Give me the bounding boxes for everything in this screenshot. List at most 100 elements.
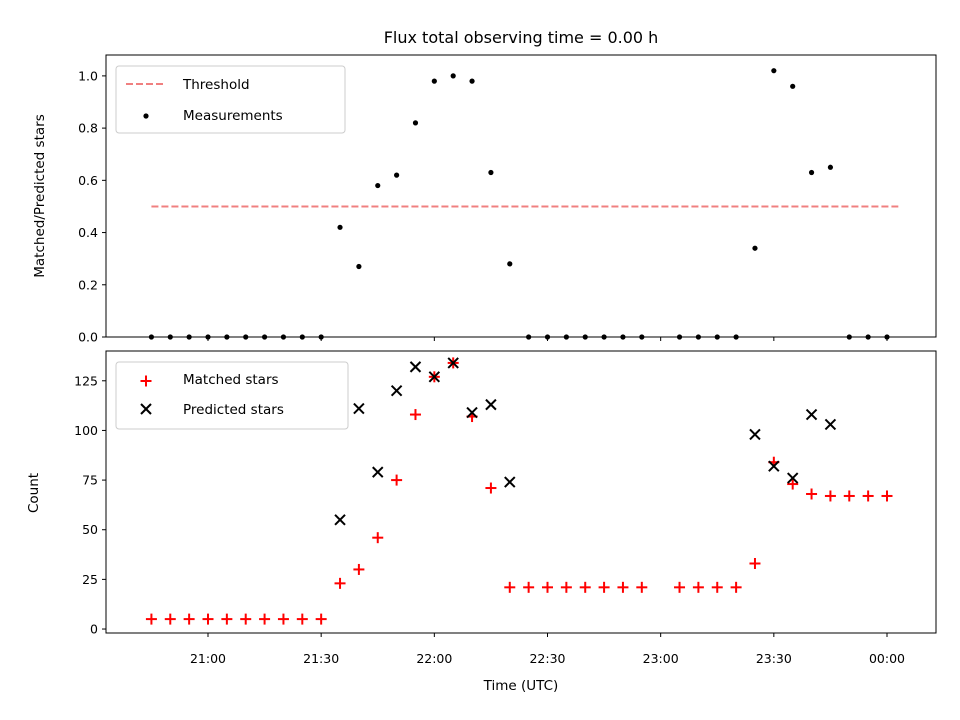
- top-y-tick-label-3: 0.6: [78, 173, 98, 188]
- bottom-y-tick-label-5: 125: [74, 373, 98, 388]
- measurement-point-18: [488, 169, 494, 176]
- matched-star-point-8: [296, 613, 308, 625]
- matched-star-point-22: [560, 581, 572, 593]
- matched-star-point-23: [579, 581, 591, 593]
- bottom-axes-frame: [105, 350, 937, 634]
- matched-star-point-10: [334, 577, 346, 589]
- predicted-star-point-9: [504, 476, 516, 488]
- top-y-tick-label-4: 0.8: [78, 121, 98, 136]
- predicted-star-point-14: [824, 418, 837, 431]
- matched-star-point-37: [862, 490, 874, 502]
- matched-star-point-29: [711, 581, 723, 593]
- bottom-y-axis-label: Count: [26, 473, 42, 513]
- measurement-point-32: [771, 68, 777, 74]
- bottom-y-tick-label-0: 0: [90, 622, 98, 637]
- legend-measurements-marker: [143, 113, 149, 119]
- predicted-star-point-0: [334, 514, 346, 526]
- bottom-y-tick-label-2: 50: [82, 522, 98, 537]
- measurement-point-35: [827, 164, 834, 170]
- matched-star-point-36: [843, 490, 855, 502]
- bottom-y-tick-label-1: 25: [82, 572, 98, 587]
- x-tick-label-1: 21:30: [303, 651, 339, 666]
- matched-star-point-19: [504, 581, 516, 593]
- matched-star-point-3: [202, 613, 214, 625]
- measurement-point-15: [431, 78, 437, 84]
- predicted-star-point-12: [786, 472, 799, 484]
- matched-star-point-6: [259, 613, 271, 625]
- measurement-point-19: [507, 261, 513, 267]
- legend-threshold-label: Threshold: [182, 77, 250, 93]
- matched-star-point-27: [674, 581, 686, 593]
- matched-star-point-26: [636, 581, 648, 593]
- top-legend-box: [115, 65, 346, 134]
- top-y-tick-label-1: 0.2: [78, 277, 98, 292]
- matched-star-point-4: [221, 613, 233, 625]
- matched-star-point-24: [598, 581, 610, 593]
- matched-star-point-18: [485, 482, 497, 494]
- matched-star-point-12: [372, 532, 384, 544]
- legend-predicted-label: Predicted stars: [183, 402, 284, 418]
- predicted-star-point-8: [485, 398, 497, 411]
- legend-measurements-label: Measurements: [183, 108, 283, 124]
- legend-matched-label: Matched stars: [183, 372, 279, 388]
- x-axis-label: Time (UTC): [483, 678, 559, 694]
- predicted-star-point-1: [353, 402, 365, 415]
- matched-star-point-33: [787, 478, 799, 490]
- matched-star-point-28: [692, 581, 704, 593]
- measurement-point-34: [808, 169, 815, 176]
- matched-star-point-14: [409, 409, 421, 421]
- bottom-y-tick-label-4: 100: [74, 423, 98, 438]
- matched-star-point-34: [806, 488, 818, 500]
- matched-star-point-0: [145, 613, 157, 625]
- matched-star-point-35: [824, 490, 836, 502]
- predicted-star-point-2: [372, 466, 384, 478]
- measurement-point-11: [356, 263, 362, 270]
- bottom-legend-box: [115, 361, 349, 430]
- bottom-y-tick-label-3: 75: [82, 473, 98, 488]
- x-tick-label-6: 00:00: [869, 651, 905, 666]
- measurement-point-10: [337, 224, 343, 230]
- x-tick-label-3: 22:30: [529, 651, 565, 666]
- measurement-point-13: [394, 172, 400, 178]
- matched-star-point-30: [730, 581, 742, 593]
- top-y-tick-label-2: 0.4: [78, 225, 98, 240]
- chart-title: Flux total observing time = 0.00 h: [384, 28, 659, 47]
- predicted-star-point-11: [768, 460, 780, 472]
- measurement-point-31: [752, 245, 758, 251]
- x-tick-label-4: 23:00: [643, 651, 679, 666]
- matched-star-point-21: [542, 581, 553, 593]
- matched-star-point-38: [881, 490, 893, 502]
- matched-star-point-25: [617, 581, 629, 593]
- x-tick-label-0: 21:00: [190, 651, 226, 666]
- top-legend: Threshold Measurements: [115, 65, 346, 134]
- top-y-tick-label-5: 1.0: [78, 68, 98, 83]
- legend-matched-marker: [140, 375, 152, 387]
- matched-star-point-20: [523, 581, 535, 593]
- x-tick-label-5: 23:30: [756, 651, 792, 666]
- top-axes-frame: [105, 54, 937, 338]
- predicted-star-point-4: [409, 361, 422, 373]
- measurement-point-14: [412, 120, 419, 126]
- matched-star-point-2: [183, 613, 195, 625]
- matched-star-point-9: [315, 613, 327, 625]
- matched-star-point-5: [240, 613, 252, 625]
- predicted-star-point-10: [749, 428, 761, 441]
- legend-predicted-marker: [140, 403, 152, 415]
- measurement-point-12: [375, 182, 381, 189]
- predicted-star-point-3: [390, 385, 403, 397]
- bottom-legend: Matched stars Predicted stars: [115, 361, 349, 430]
- measurement-point-17: [469, 78, 475, 84]
- matched-star-point-7: [277, 613, 289, 625]
- predicted-star-point-7: [466, 406, 478, 419]
- predicted-star-point-6: [447, 357, 459, 369]
- matched-star-point-31: [749, 557, 761, 569]
- measurement-point-33: [790, 83, 796, 89]
- predicted-star-point-5: [428, 371, 441, 383]
- top-y-tick-label-0: 0.0: [78, 330, 98, 345]
- top-y-axis-label: Matched/Predicted stars: [32, 114, 48, 277]
- matched-star-point-1: [164, 613, 176, 625]
- matched-star-point-13: [391, 474, 403, 486]
- matched-star-point-11: [353, 563, 365, 575]
- measurement-point-16: [450, 73, 456, 79]
